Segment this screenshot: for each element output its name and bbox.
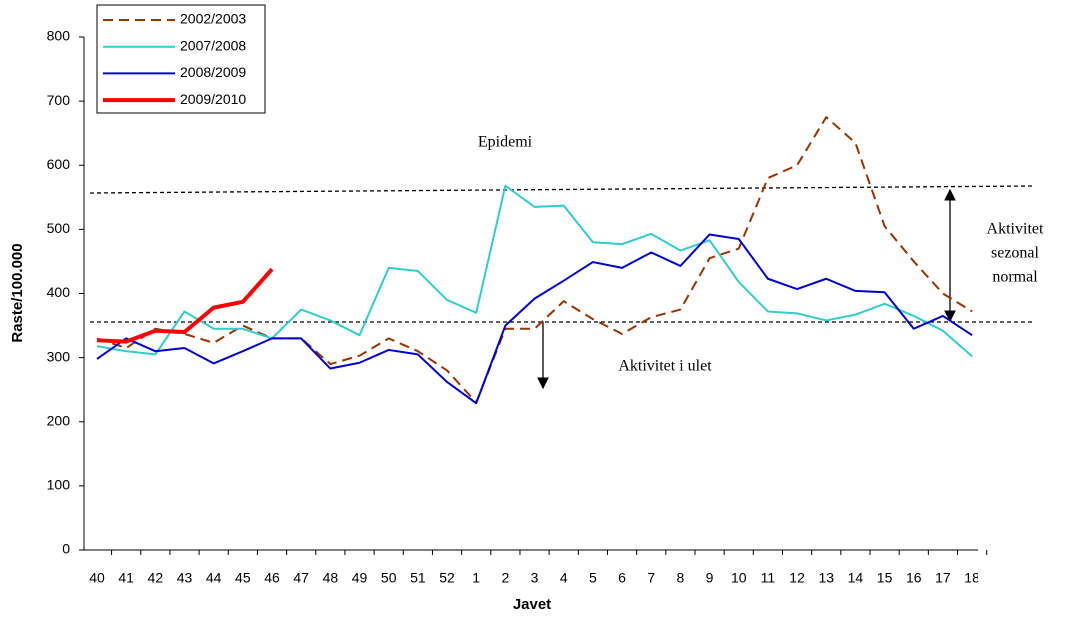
y-axis-title: Raste/100.000 (9, 243, 26, 342)
x-tick-label: 12 (789, 570, 805, 586)
x-tick-label: 1 (472, 570, 480, 586)
series-line (96, 233, 973, 405)
x-tick-label: 43 (177, 570, 193, 586)
x-tick-label: 44 (206, 570, 222, 586)
x-tick-label: 14 (848, 570, 864, 586)
y-tick-label: 300 (47, 348, 71, 364)
x-tick-label: 15 (877, 570, 893, 586)
x-tick-label: 51 (410, 570, 426, 586)
legend-label: 2009/2010 (180, 91, 246, 107)
x-tick-label: 13 (818, 570, 834, 586)
x-tick-label: 40 (89, 570, 105, 586)
annotation: sezonal (991, 245, 1040, 262)
annotation: Aktivitet i ulet (618, 358, 712, 375)
x-tick-label: 52 (439, 570, 455, 586)
x-tick-label: 7 (647, 570, 655, 586)
annotation: normal (992, 269, 1038, 286)
x-tick-label: 6 (618, 570, 626, 586)
x-tick-label: 16 (906, 570, 922, 586)
legend-box (96, 4, 266, 114)
y-tick-label: 0 (62, 541, 70, 557)
legend-label: 2007/2008 (180, 37, 246, 53)
upper-threshold (89, 185, 1033, 194)
x-tick-label: 49 (352, 570, 368, 586)
x-tick-label: 47 (293, 570, 309, 586)
x-tick-label: 8 (677, 570, 685, 586)
y-tick-label: 200 (47, 412, 71, 428)
x-axis-title: Javet (513, 596, 551, 613)
y-tick-label: 800 (47, 28, 71, 44)
y-tick-label: 100 (47, 477, 71, 493)
x-tick-label: 18 (964, 570, 980, 586)
x-tick-label: 45 (235, 570, 251, 586)
x-tick-label: 4 (560, 570, 568, 586)
x-tick-label: 41 (118, 570, 134, 586)
y-tick-label: 400 (47, 284, 71, 300)
x-tick-label: 50 (381, 570, 397, 586)
series-line (96, 116, 973, 404)
x-tick-label: 42 (148, 570, 164, 586)
series-line (96, 267, 274, 344)
x-tick-label: 2 (501, 570, 509, 586)
x-tick-label: 5 (589, 570, 597, 586)
x-axis-labels: 40 41 42 43 44 45 46 47 48 49 50 51 52 1 2 3 4 5 6 7 8 9 10 11 1… (89, 570, 980, 586)
y-tick-label: 500 (47, 220, 71, 236)
x-tick-label: 10 (731, 570, 747, 586)
x-tick-label: 9 (706, 570, 714, 586)
x-tick-label: 11 (761, 570, 776, 586)
series-line (96, 184, 973, 358)
x-tick-label: 17 (935, 570, 951, 586)
x-tick-label: 3 (531, 570, 539, 586)
y-tick-label: 700 (47, 92, 71, 108)
legend-label: 2008/2009 (180, 64, 246, 80)
x-tick-label: 46 (264, 570, 280, 586)
y-tick-label: 600 (47, 156, 71, 172)
legend-label: 2002/2003 (180, 11, 246, 27)
annotation: Aktivitet (987, 221, 1044, 238)
x-tick-label: 48 (323, 570, 339, 586)
annotation: Epidemi (478, 134, 533, 151)
